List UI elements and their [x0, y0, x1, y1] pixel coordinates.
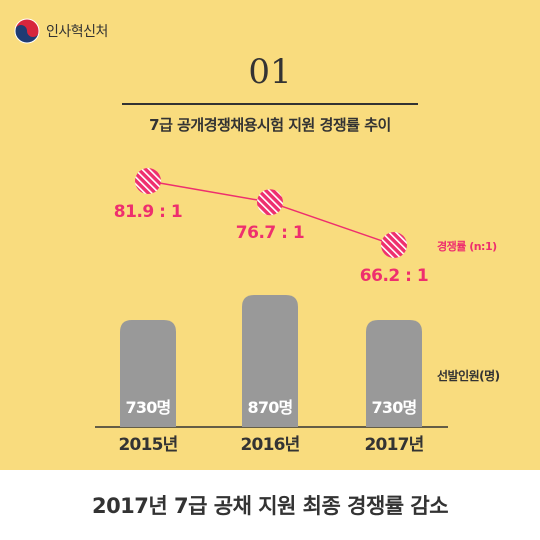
bar — [366, 319, 422, 427]
x-tick-label: 2016년 — [241, 435, 300, 455]
infographic-card: 인사혁신처 01 7급 공개경쟁채용시험 지원 경쟁률 추이 730명 870명 7… — [0, 0, 540, 470]
bar — [242, 295, 298, 427]
bar-value-label: 730명 — [126, 398, 171, 417]
footer: 2017년 7급 공채 지원 최종 경쟁률 감소 — [0, 470, 540, 540]
footer-headline: 2017년 7급 공채 지원 최종 경쟁률 감소 — [91, 494, 449, 518]
bar-value-label: 730명 — [372, 398, 417, 417]
line-value-label: 81.9 : 1 — [114, 202, 182, 222]
logo-text: 인사혁신처 — [46, 24, 108, 40]
bar-value-label: 870명 — [248, 398, 293, 417]
section-number: 01 — [248, 52, 292, 92]
line-value-label: 76.7 : 1 — [236, 223, 304, 243]
x-tick-label: 2017년 — [365, 435, 424, 455]
chart-title: 7급 공개경쟁채용시험 지원 경쟁률 추이 — [149, 116, 391, 134]
legend-competition-rate: 경쟁률 (n:1) — [437, 239, 497, 253]
combo-chart: 730명 870명 730명 2015년 2016년 2017년 81.9 : 1 76.7 … — [95, 168, 500, 455]
line-value-label: 66.2 : 1 — [360, 266, 428, 286]
logo: 인사혁신처 — [14, 18, 108, 44]
line-point — [257, 189, 283, 216]
x-tick-label: 2015년 — [119, 435, 178, 455]
title-divider — [122, 103, 418, 105]
line-point — [135, 168, 161, 194]
line-point — [381, 232, 407, 258]
bar — [120, 319, 176, 427]
legend-selected-count: 선발인원(명) — [437, 368, 500, 383]
taegeuk-logo-icon — [14, 18, 40, 44]
